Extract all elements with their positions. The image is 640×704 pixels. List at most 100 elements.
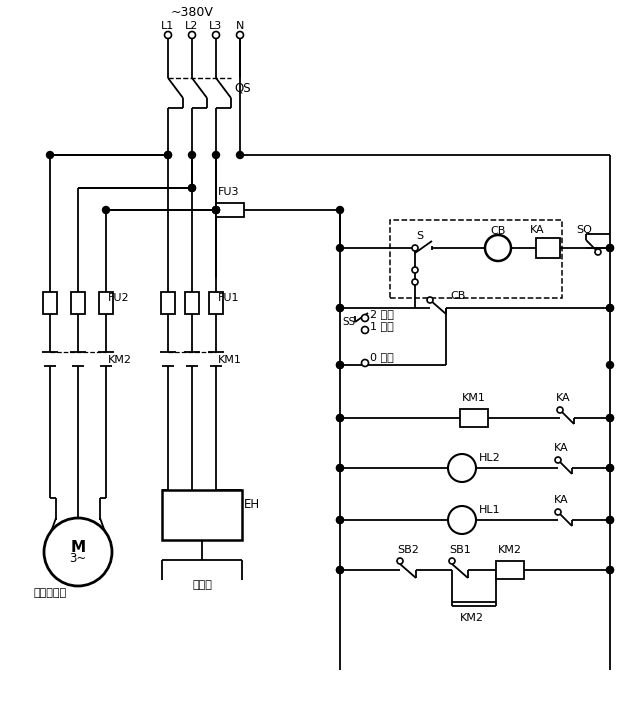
Text: KA: KA [530, 225, 545, 235]
Text: SB1: SB1 [449, 545, 471, 555]
Text: CB: CB [490, 226, 506, 236]
Text: CB: CB [450, 291, 465, 301]
Circle shape [555, 509, 561, 515]
Circle shape [595, 249, 601, 255]
Circle shape [362, 327, 369, 334]
Text: M: M [70, 539, 86, 555]
Text: FU3: FU3 [218, 187, 239, 197]
Circle shape [337, 305, 344, 311]
Bar [43, 292, 57, 314]
Circle shape [44, 518, 112, 586]
Circle shape [557, 407, 563, 413]
Circle shape [607, 415, 614, 422]
Text: ~380V: ~380V [171, 6, 213, 18]
Circle shape [337, 415, 344, 422]
Circle shape [412, 245, 418, 251]
Text: KM2: KM2 [460, 613, 484, 623]
Circle shape [607, 517, 614, 524]
Text: HL1: HL1 [479, 505, 500, 515]
Circle shape [189, 32, 195, 39]
Circle shape [189, 184, 195, 191]
Circle shape [485, 235, 511, 261]
Text: SQ: SQ [576, 225, 592, 235]
Bar [390, 220, 562, 298]
Text: S: S [416, 231, 423, 241]
Text: KA: KA [556, 393, 571, 403]
Text: KM1: KM1 [462, 393, 486, 403]
Text: HL2: HL2 [479, 453, 500, 463]
Bar [185, 292, 199, 314]
Circle shape [607, 361, 614, 368]
Circle shape [362, 360, 369, 367]
Circle shape [449, 558, 455, 564]
Circle shape [337, 517, 344, 524]
Text: 风扇电动机: 风扇电动机 [33, 588, 67, 598]
Circle shape [237, 151, 243, 158]
Circle shape [337, 361, 344, 368]
Bar [162, 490, 242, 540]
Bar [71, 292, 85, 314]
Circle shape [337, 567, 344, 574]
Circle shape [337, 567, 344, 574]
Text: FU2: FU2 [108, 293, 130, 303]
Text: L2: L2 [186, 21, 198, 31]
Circle shape [607, 567, 614, 574]
Text: QS: QS [234, 82, 251, 94]
Circle shape [212, 32, 220, 39]
Circle shape [397, 558, 403, 564]
Text: N: N [236, 21, 244, 31]
Text: SB2: SB2 [397, 545, 419, 555]
Text: SS: SS [342, 317, 355, 327]
Text: KM2: KM2 [108, 355, 132, 365]
Text: EH: EH [244, 498, 260, 510]
Circle shape [607, 517, 614, 524]
Circle shape [212, 206, 220, 213]
Bar [209, 292, 223, 314]
Bar [161, 292, 175, 314]
Circle shape [164, 151, 172, 158]
Circle shape [212, 206, 220, 213]
Circle shape [337, 361, 344, 368]
Circle shape [47, 151, 54, 158]
Text: L3: L3 [209, 21, 223, 31]
Text: 3~: 3~ [69, 553, 86, 565]
Text: 2 自动: 2 自动 [370, 309, 394, 319]
Circle shape [362, 315, 369, 322]
Bar [460, 409, 488, 427]
Circle shape [337, 206, 344, 213]
Text: KM1: KM1 [218, 355, 242, 365]
Circle shape [427, 297, 433, 303]
Circle shape [412, 267, 418, 273]
Circle shape [164, 151, 172, 158]
Text: FU1: FU1 [218, 293, 239, 303]
Circle shape [607, 465, 614, 472]
Circle shape [337, 415, 344, 422]
Circle shape [607, 465, 614, 472]
Circle shape [102, 206, 109, 213]
Circle shape [212, 206, 220, 213]
Circle shape [189, 151, 195, 158]
Text: 热电偶: 热电偶 [192, 580, 212, 590]
Circle shape [412, 279, 418, 285]
Text: L1: L1 [161, 21, 175, 31]
Circle shape [337, 465, 344, 472]
Text: 1 手动: 1 手动 [370, 321, 394, 331]
Text: 0 停止: 0 停止 [370, 352, 394, 362]
Circle shape [337, 305, 344, 311]
Circle shape [337, 244, 344, 251]
Circle shape [164, 32, 172, 39]
Text: KA: KA [554, 443, 568, 453]
Bar [216, 203, 244, 217]
Circle shape [189, 184, 195, 191]
Bar [99, 292, 113, 314]
Circle shape [555, 457, 561, 463]
Circle shape [448, 454, 476, 482]
Circle shape [237, 32, 243, 39]
Circle shape [337, 517, 344, 524]
Circle shape [607, 415, 614, 422]
Bar [536, 238, 560, 258]
Circle shape [212, 151, 220, 158]
Bar [496, 561, 524, 579]
Circle shape [337, 465, 344, 472]
Text: KA: KA [554, 495, 568, 505]
